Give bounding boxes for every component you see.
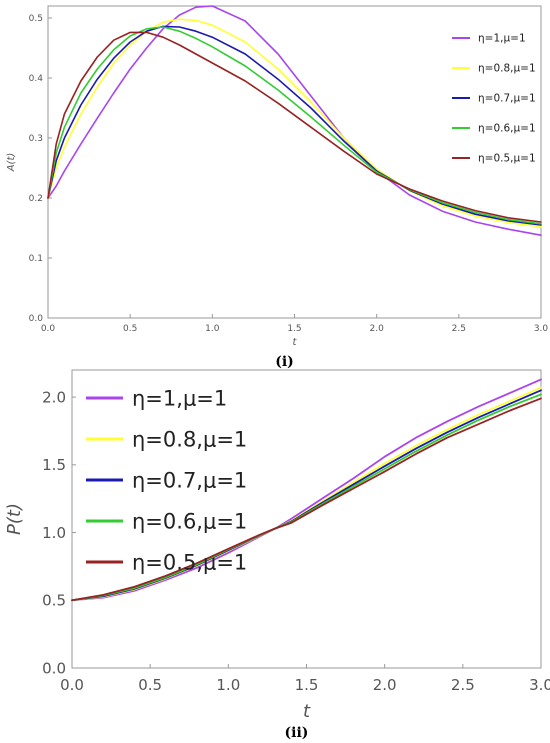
legend-label: η=0.5,μ=1	[132, 550, 247, 574]
y-tick-label: 2.0	[42, 388, 66, 406]
series-line-1	[47, 5, 542, 236]
x-tick-label: 2.0	[370, 324, 385, 334]
x-axis-label: t	[303, 701, 311, 722]
y-tick-label: 0.4	[29, 74, 44, 84]
x-tick-label: 0.5	[123, 324, 137, 334]
series-line-5	[71, 397, 542, 602]
x-tick-label: 0.0	[41, 324, 56, 334]
x-tick-label: 0.0	[60, 676, 84, 694]
legend-label: η=0.8,μ=1	[132, 427, 247, 451]
series-line-4	[47, 26, 542, 225]
y-tick-label: 1.5	[42, 456, 66, 474]
y-tick-label: 0.5	[42, 592, 66, 610]
y-tick-label: 0.2	[29, 194, 43, 204]
x-axis-label: t	[293, 337, 298, 348]
x-tick-label: 1.5	[287, 324, 301, 334]
x-tick-label: 1.5	[295, 676, 319, 694]
x-tick-label: 1.0	[205, 324, 220, 334]
legend-label: η=0.8,μ=1	[478, 63, 536, 75]
legend: η=1,μ=1 η=0.8,μ=1 η=0.7,μ=1 η=0.6,μ=1 η=0.5,…	[86, 386, 247, 574]
legend-label: η=0.6,μ=1	[478, 123, 536, 135]
x-tick-label: 1.0	[216, 676, 240, 694]
legend-label: η=0.7,μ=1	[132, 468, 247, 492]
legend-label: η=1,μ=1	[132, 386, 227, 410]
y-tick-label: 0.0	[42, 659, 66, 677]
legend: η=1,μ=1 η=0.8,μ=1 η=0.7,μ=1 η=0.6,μ=1 η=0.5,…	[452, 33, 536, 165]
legend-label: η=0.7,μ=1	[478, 93, 536, 105]
x-tick-label: 2.5	[451, 676, 475, 694]
x-tick-label: 2.0	[373, 676, 397, 694]
x-tick-label: 0.5	[138, 676, 162, 694]
chart-1: 0.0 0.5 1.0 1.5 2.0 2.5 3.0 0.0 0.1 0.2 0.3 0.4 0.5 t…	[6, 5, 549, 370]
series-line-2	[47, 18, 542, 228]
figure-caption: (ii)	[285, 725, 309, 741]
y-tick-label: 0.3	[29, 134, 43, 144]
y-tick-label: 1.0	[42, 524, 66, 542]
series-line-3	[47, 25, 542, 226]
legend-label: η=0.5,μ=1	[478, 153, 536, 165]
x-tick-label: 2.5	[452, 324, 466, 334]
series-line-1	[71, 378, 542, 602]
legend-label: η=0.6,μ=1	[132, 509, 247, 533]
y-tick-label: 0.5	[29, 14, 43, 24]
legend-label: η=1,μ=1	[478, 33, 526, 45]
x-tick-label: 3.0	[529, 676, 550, 694]
series-line-5	[47, 31, 542, 223]
y-tick-label: 0.1	[29, 254, 43, 264]
y-tick-label: 0.0	[29, 314, 44, 324]
y-axis-label: P(t)	[4, 503, 25, 535]
plot-frame	[47, 5, 542, 319]
chart-2: 0.0 0.5 1.0 1.5 2.0 2.5 3.0 0.0 0.5 1.0 1.5 2.0 t P(t…	[4, 369, 550, 741]
x-tick-label: 3.0	[534, 324, 549, 334]
figure-caption: (i)	[275, 354, 294, 370]
y-axis-label: A(t)	[6, 153, 17, 173]
